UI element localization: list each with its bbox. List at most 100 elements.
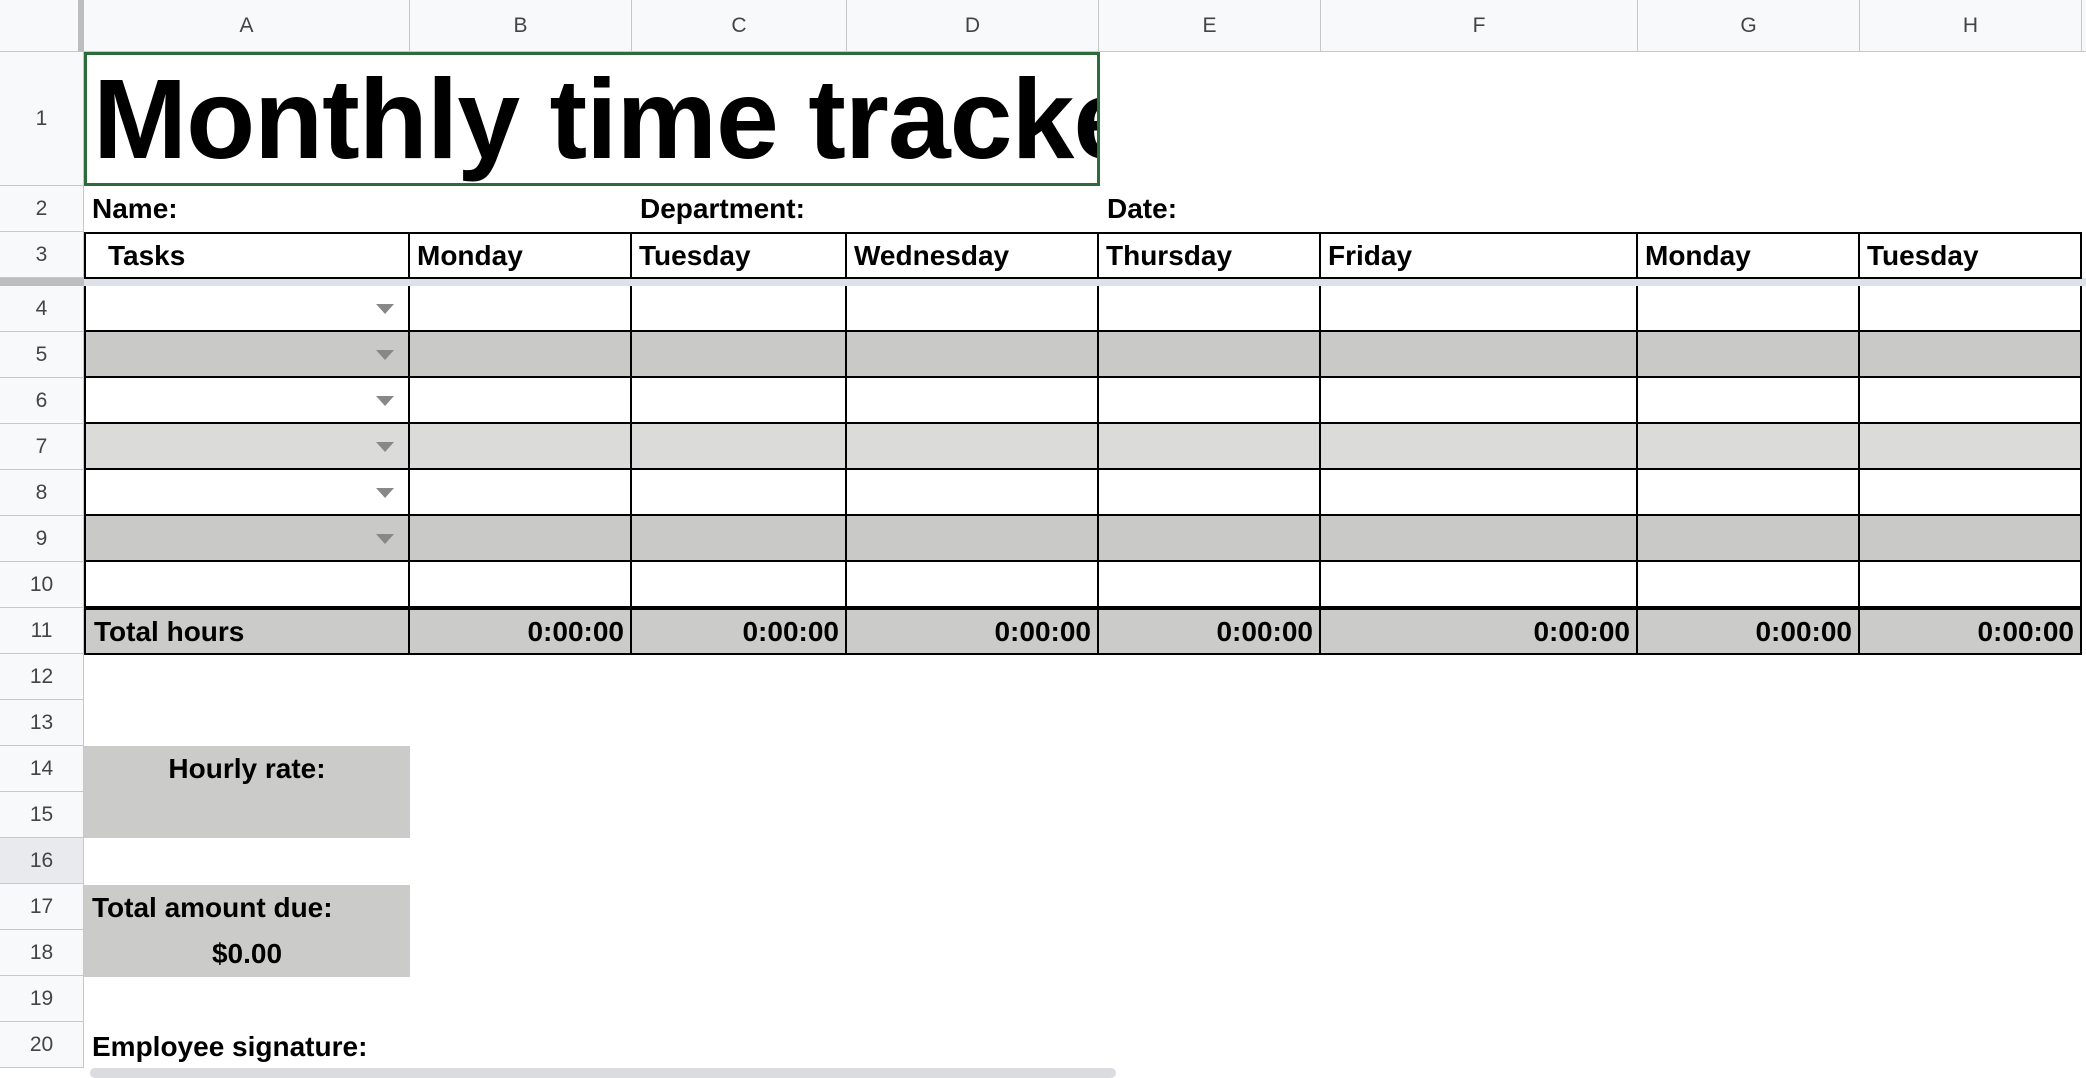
column-header-e[interactable]: E [1099,0,1321,52]
task-dropdown-cell[interactable] [84,332,410,378]
hours-cell[interactable] [410,516,632,562]
row-header-1[interactable]: 1 [0,52,84,186]
hours-cell[interactable] [1860,286,2082,332]
row-header-12[interactable]: 12 [0,654,84,700]
hours-cell[interactable] [410,470,632,516]
hours-cell[interactable] [632,516,847,562]
column-header-a[interactable]: A [84,0,410,52]
hours-cell[interactable] [632,470,847,516]
row-header-19[interactable]: 19 [0,976,84,1022]
dropdown-arrow-icon[interactable] [376,396,394,406]
hours-cell[interactable] [847,286,1099,332]
row-header-4[interactable]: 4 [0,286,84,332]
hours-cell[interactable] [1860,332,2082,378]
task-dropdown-cell[interactable] [84,470,410,516]
row-header-15[interactable]: 15 [0,792,84,838]
column-header-c[interactable]: C [632,0,847,52]
hours-cell[interactable] [1860,562,2082,608]
row-header-3[interactable]: 3 [0,232,84,278]
row-header-8[interactable]: 8 [0,470,84,516]
table-header-tasks: Tasks [84,232,410,279]
row-header-18[interactable]: 18 [0,930,84,976]
hours-cell[interactable] [1321,470,1638,516]
hours-cell[interactable] [1099,332,1321,378]
hours-cell[interactable] [1638,516,1860,562]
hours-cell[interactable] [410,562,632,608]
row-header-5[interactable]: 5 [0,332,84,378]
row-header-7[interactable]: 7 [0,424,84,470]
hours-cell[interactable] [1321,424,1638,470]
task-dropdown-cell[interactable] [84,516,410,562]
hours-cell[interactable] [1860,378,2082,424]
row-header-11[interactable]: 11 [0,608,84,654]
hours-cell[interactable] [1321,516,1638,562]
column-header-f[interactable]: F [1321,0,1638,52]
hours-cell[interactable] [1638,332,1860,378]
dropdown-arrow-icon[interactable] [376,534,394,544]
task-dropdown-cell[interactable] [84,378,410,424]
hours-cell[interactable] [1099,562,1321,608]
freeze-bar[interactable] [84,278,2086,286]
hours-cell[interactable] [632,286,847,332]
hours-cell[interactable] [1321,286,1638,332]
dropdown-arrow-icon[interactable] [376,350,394,360]
hours-cell[interactable] [1638,378,1860,424]
hours-cell[interactable] [847,332,1099,378]
task-dropdown-cell[interactable] [84,424,410,470]
row-header-13[interactable]: 13 [0,700,84,746]
hourly-rate-block[interactable] [84,746,410,838]
hours-cell[interactable] [1099,424,1321,470]
hours-cell[interactable] [1638,470,1860,516]
hours-cell[interactable] [632,378,847,424]
hours-cell[interactable] [1099,470,1321,516]
table-header-tuesday: Tuesday [1860,232,2082,279]
title-cell-selected[interactable]: Monthly time tracker [84,52,1100,186]
hours-cell[interactable] [632,562,847,608]
hours-cell[interactable] [632,332,847,378]
row-header-2[interactable]: 2 [0,186,84,232]
hours-cell[interactable] [847,516,1099,562]
row-header-14[interactable]: 14 [0,746,84,792]
task-dropdown-cell[interactable] [84,286,410,332]
hours-cell[interactable] [847,470,1099,516]
row-header-16[interactable]: 16 [0,838,84,884]
column-header-d[interactable]: D [847,0,1099,52]
hours-cell[interactable] [410,424,632,470]
column-header-h[interactable]: H [1860,0,2082,52]
hours-cell[interactable] [1860,424,2082,470]
hours-cell[interactable] [847,424,1099,470]
hours-cell[interactable] [410,378,632,424]
column-header-g[interactable]: G [1638,0,1860,52]
hours-cell[interactable] [410,332,632,378]
hours-cell[interactable] [847,378,1099,424]
hours-cell[interactable] [1099,378,1321,424]
row-header-6[interactable]: 6 [0,378,84,424]
horizontal-scrollbar[interactable] [90,1068,1116,1078]
task-dropdown-cell[interactable] [84,562,410,608]
row-header-9[interactable]: 9 [0,516,84,562]
dropdown-arrow-icon[interactable] [376,488,394,498]
hours-cell[interactable] [1099,286,1321,332]
freeze-bar-handle[interactable] [0,278,84,286]
hours-cell[interactable] [1638,286,1860,332]
hours-cell[interactable] [1321,562,1638,608]
column-header-partial[interactable] [2082,0,2086,52]
hours-cell[interactable] [847,562,1099,608]
hours-cell[interactable] [1638,562,1860,608]
row-header-10[interactable]: 10 [0,562,84,608]
hours-cell[interactable] [410,286,632,332]
dropdown-arrow-icon[interactable] [376,442,394,452]
hours-cell[interactable] [1321,378,1638,424]
row-header-17[interactable]: 17 [0,884,84,930]
hours-cell[interactable] [1099,516,1321,562]
hours-cell[interactable] [632,424,847,470]
column-header-b[interactable]: B [410,0,632,52]
select-all-corner[interactable] [0,0,84,52]
hours-cell[interactable] [1860,470,2082,516]
row-header-20[interactable]: 20 [0,1022,84,1068]
hours-cell[interactable] [1638,424,1860,470]
dropdown-arrow-icon[interactable] [376,304,394,314]
hours-cell[interactable] [1860,516,2082,562]
table-header-monday: Monday [1638,232,1860,279]
hours-cell[interactable] [1321,332,1638,378]
